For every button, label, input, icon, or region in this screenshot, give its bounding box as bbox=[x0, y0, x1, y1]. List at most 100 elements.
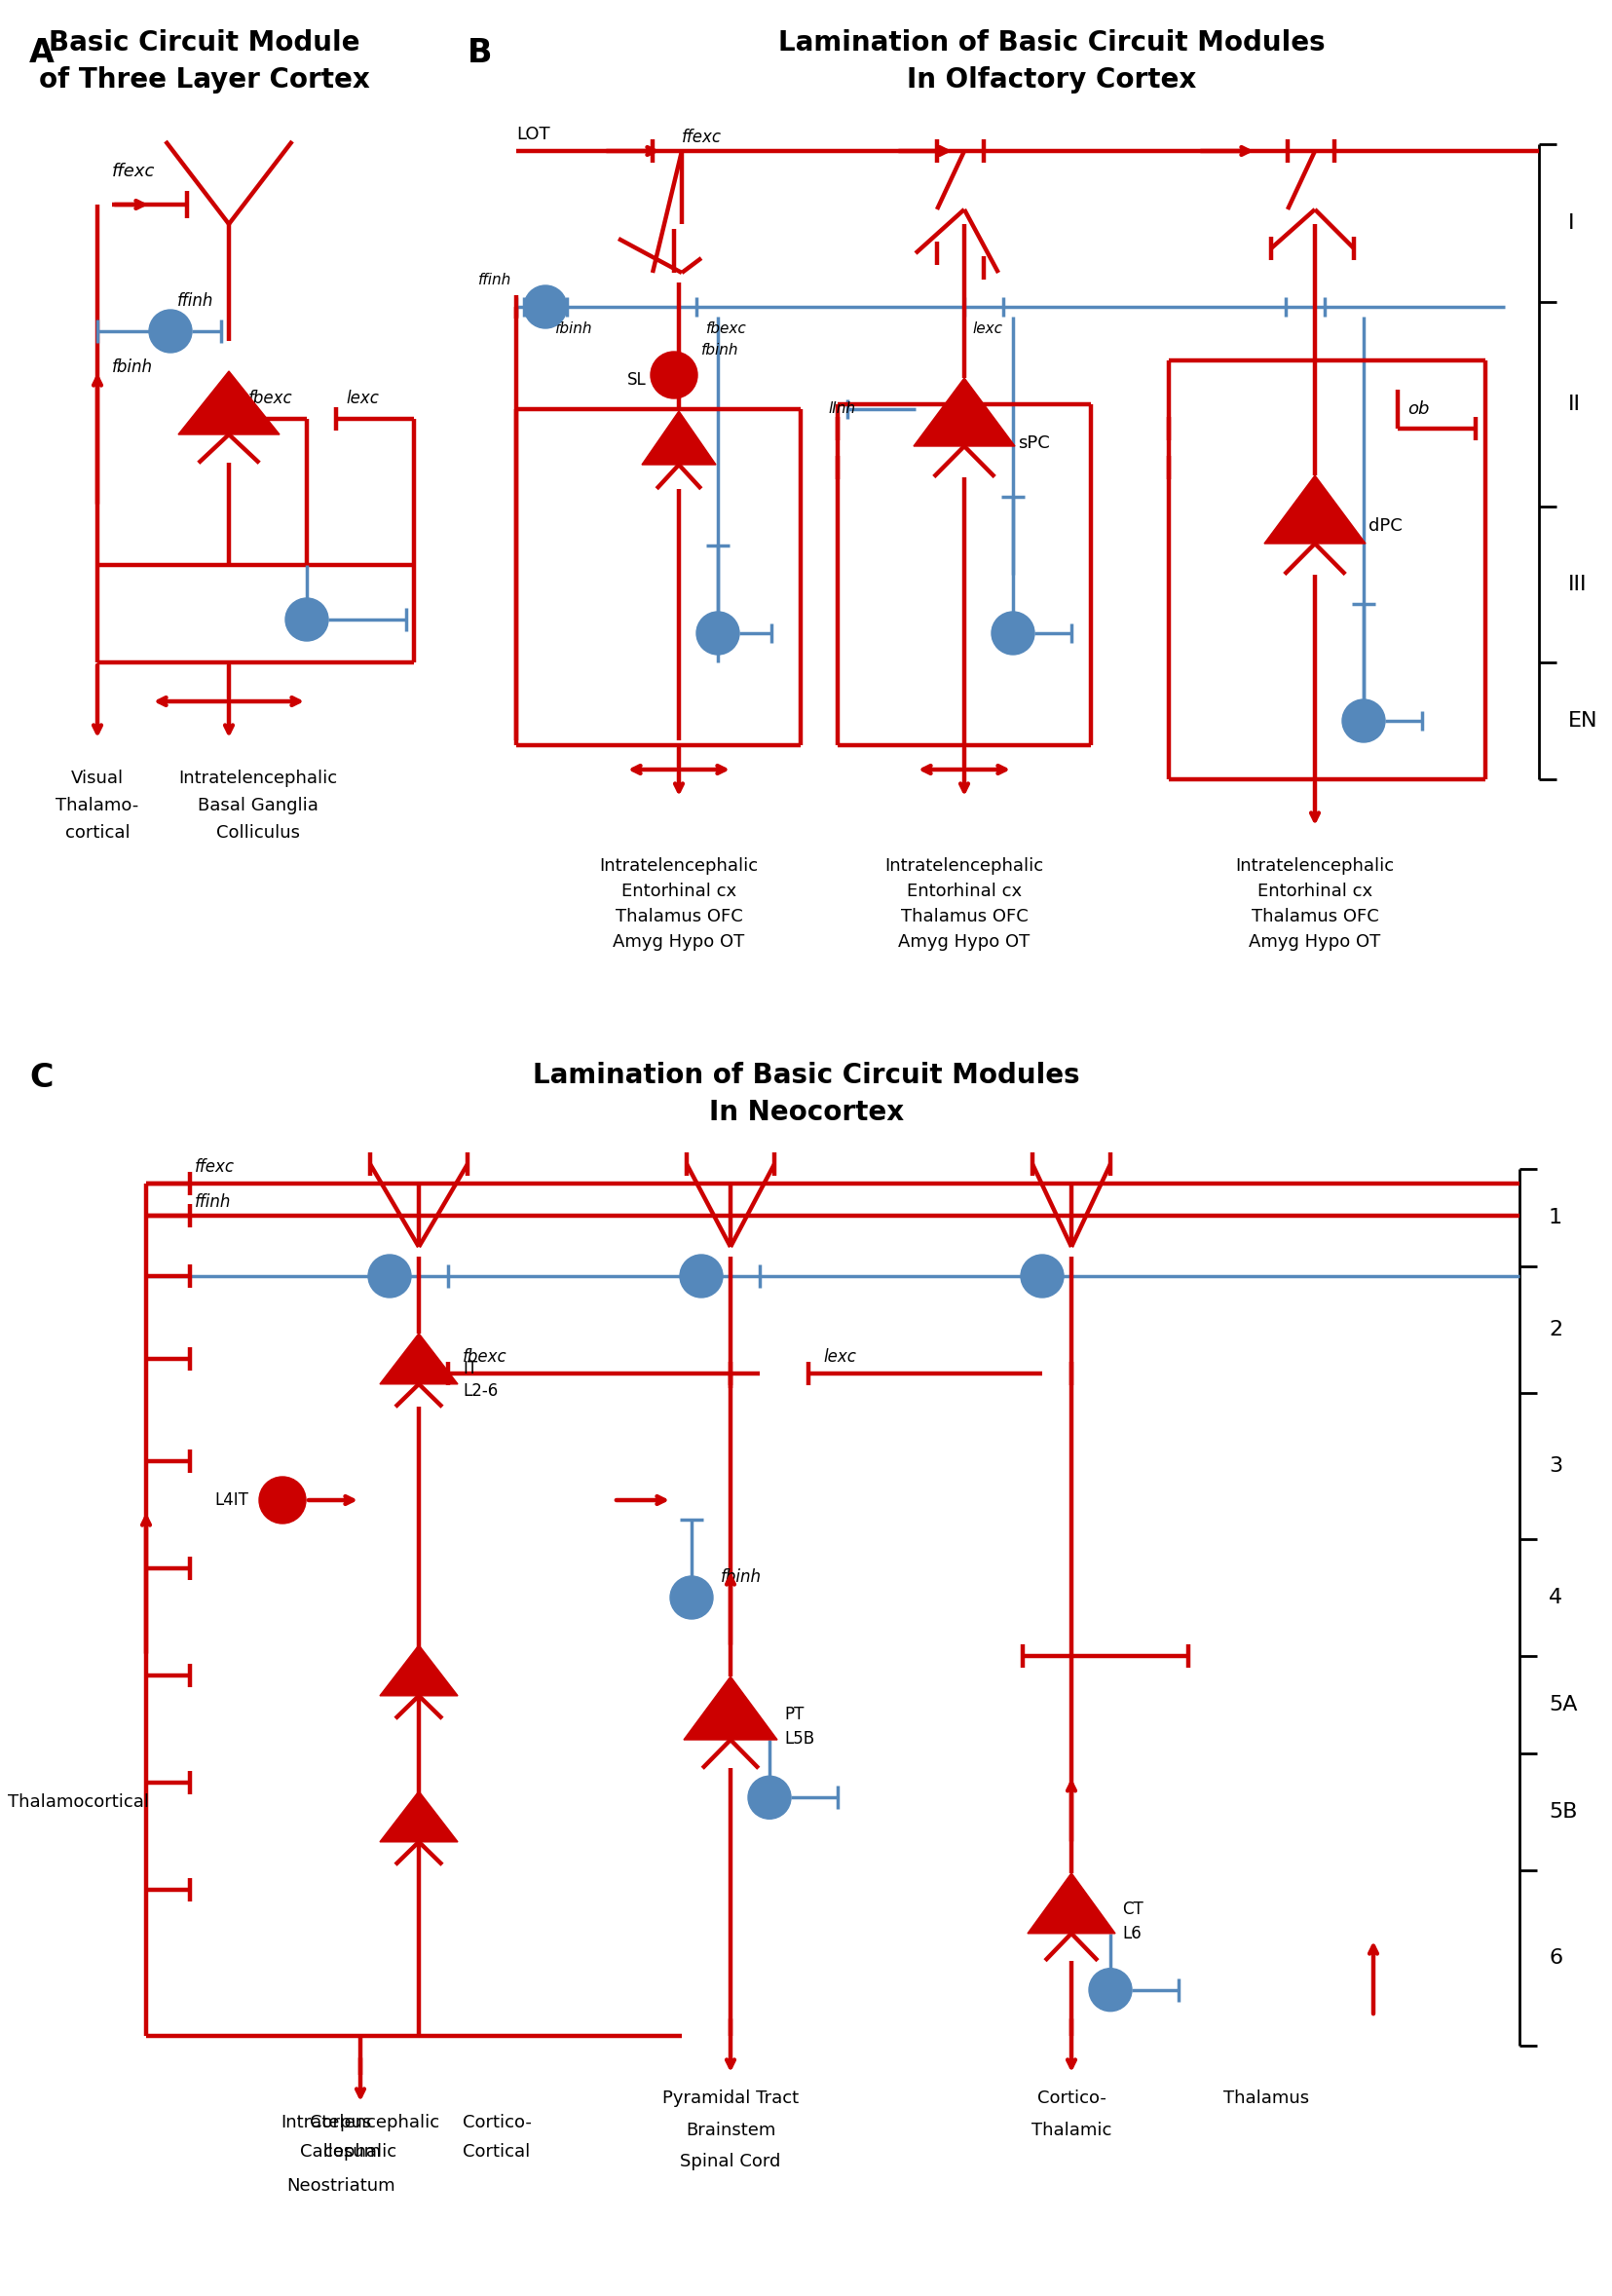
Circle shape bbox=[671, 1575, 713, 1619]
Polygon shape bbox=[380, 1334, 458, 1384]
Text: Intratelencephalic: Intratelencephalic bbox=[600, 856, 758, 875]
Circle shape bbox=[1090, 1968, 1132, 2011]
Text: 2: 2 bbox=[1549, 1320, 1562, 1339]
Text: Cortico-: Cortico- bbox=[1037, 2089, 1106, 2108]
Text: Callosum: Callosum bbox=[300, 2142, 382, 2161]
Text: 3: 3 bbox=[1549, 1456, 1562, 1476]
Text: Basal Ganglia: Basal Ganglia bbox=[198, 797, 319, 815]
Text: Intratelencephalic: Intratelencephalic bbox=[1235, 856, 1394, 875]
Polygon shape bbox=[1264, 475, 1365, 544]
Text: Thalamus OFC: Thalamus OFC bbox=[616, 907, 743, 925]
Text: EN: EN bbox=[1568, 712, 1597, 730]
Polygon shape bbox=[914, 379, 1016, 445]
Text: L5B: L5B bbox=[783, 1731, 814, 1747]
Text: Pyramidal Tract: Pyramidal Tract bbox=[663, 2089, 800, 2108]
Circle shape bbox=[285, 599, 329, 641]
Text: C: C bbox=[29, 1061, 53, 1093]
Text: Thalamic: Thalamic bbox=[1032, 2122, 1112, 2140]
Polygon shape bbox=[380, 1791, 458, 1841]
Text: cephalic: cephalic bbox=[324, 2142, 397, 2161]
Circle shape bbox=[696, 611, 740, 654]
Text: III: III bbox=[1568, 574, 1588, 595]
Circle shape bbox=[680, 1254, 722, 1297]
Text: fbinh: fbinh bbox=[111, 358, 153, 377]
Text: Intratelencephalic: Intratelencephalic bbox=[885, 856, 1043, 875]
Polygon shape bbox=[683, 1676, 777, 1740]
Text: Lamination of Basic Circuit Modules: Lamination of Basic Circuit Modules bbox=[534, 1061, 1080, 1088]
Text: Entorhinal cx: Entorhinal cx bbox=[906, 882, 1022, 900]
Text: ffinh: ffinh bbox=[177, 292, 214, 310]
Circle shape bbox=[1343, 700, 1385, 742]
Circle shape bbox=[748, 1777, 791, 1818]
Text: 1: 1 bbox=[1549, 1208, 1562, 1228]
Text: 5B: 5B bbox=[1549, 1802, 1578, 1821]
Text: Intratelencephalic: Intratelencephalic bbox=[280, 2115, 440, 2131]
Text: In Neocortex: In Neocortex bbox=[709, 1100, 904, 1125]
Text: B: B bbox=[467, 37, 492, 69]
Circle shape bbox=[260, 1476, 306, 1525]
Text: Neostriatum: Neostriatum bbox=[287, 2177, 395, 2195]
Circle shape bbox=[148, 310, 192, 354]
Text: Spinal Cord: Spinal Cord bbox=[680, 2154, 780, 2170]
Text: lexc: lexc bbox=[824, 1348, 856, 1366]
Text: fbexc: fbexc bbox=[248, 390, 293, 406]
Text: fbexc: fbexc bbox=[463, 1348, 508, 1366]
Text: Amyg Hypo OT: Amyg Hypo OT bbox=[1249, 932, 1381, 951]
Text: II: II bbox=[1568, 395, 1581, 413]
Circle shape bbox=[1020, 1254, 1064, 1297]
Text: of Three Layer Cortex: of Three Layer Cortex bbox=[39, 67, 371, 94]
Text: In Olfactory Cortex: In Olfactory Cortex bbox=[908, 67, 1196, 94]
Text: Thalamus OFC: Thalamus OFC bbox=[1251, 907, 1378, 925]
Text: sPC: sPC bbox=[1017, 434, 1049, 452]
Text: 5A: 5A bbox=[1549, 1694, 1578, 1715]
Text: Thalamus: Thalamus bbox=[1224, 2089, 1309, 2108]
Text: Colliculus: Colliculus bbox=[216, 824, 300, 843]
Text: dPC: dPC bbox=[1369, 517, 1402, 535]
Text: I: I bbox=[1568, 214, 1575, 232]
Text: fbinh: fbinh bbox=[555, 321, 593, 335]
Text: Entorhinal cx: Entorhinal cx bbox=[1257, 882, 1372, 900]
Polygon shape bbox=[380, 1646, 458, 1697]
Circle shape bbox=[991, 611, 1035, 654]
Polygon shape bbox=[1027, 1874, 1116, 1933]
Text: ffexc: ffexc bbox=[682, 129, 722, 147]
Text: 6: 6 bbox=[1549, 1949, 1562, 1968]
Text: fbinh: fbinh bbox=[701, 342, 738, 358]
Text: fbexc: fbexc bbox=[706, 321, 746, 335]
Text: Lamination of Basic Circuit Modules: Lamination of Basic Circuit Modules bbox=[779, 30, 1325, 57]
Text: ob: ob bbox=[1407, 400, 1430, 418]
Text: Amyg Hypo OT: Amyg Hypo OT bbox=[613, 932, 745, 951]
Text: Amyg Hypo OT: Amyg Hypo OT bbox=[898, 932, 1030, 951]
Text: PT: PT bbox=[783, 1706, 804, 1724]
Text: L4IT: L4IT bbox=[214, 1492, 248, 1508]
Text: Basic Circuit Module: Basic Circuit Module bbox=[48, 30, 359, 57]
Circle shape bbox=[524, 285, 567, 328]
Text: L2-6: L2-6 bbox=[463, 1382, 498, 1401]
Text: L6: L6 bbox=[1122, 1924, 1141, 1942]
Text: Entorhinal cx: Entorhinal cx bbox=[621, 882, 737, 900]
Text: fbinh: fbinh bbox=[721, 1568, 762, 1587]
Circle shape bbox=[368, 1254, 411, 1297]
Text: A: A bbox=[29, 37, 55, 69]
Text: ffexc: ffexc bbox=[111, 163, 155, 179]
Text: IT: IT bbox=[463, 1359, 477, 1378]
Text: 4: 4 bbox=[1549, 1589, 1562, 1607]
Text: Corpus: Corpus bbox=[310, 2115, 372, 2131]
Text: ffinh: ffinh bbox=[195, 1194, 231, 1210]
Text: LOT: LOT bbox=[516, 126, 550, 142]
Text: CT: CT bbox=[1122, 1901, 1143, 1917]
Text: Thalamus OFC: Thalamus OFC bbox=[901, 907, 1028, 925]
Text: lexc: lexc bbox=[347, 390, 379, 406]
Text: SL: SL bbox=[627, 372, 646, 388]
Text: Cortico-: Cortico- bbox=[463, 2115, 532, 2131]
Text: Visual: Visual bbox=[71, 769, 124, 788]
Text: lexc: lexc bbox=[972, 321, 1003, 335]
Circle shape bbox=[651, 351, 698, 400]
Text: lInh: lInh bbox=[829, 402, 856, 416]
Text: Brainstem: Brainstem bbox=[685, 2122, 775, 2140]
Text: ffinh: ffinh bbox=[479, 273, 511, 287]
Text: Thalamo-: Thalamo- bbox=[56, 797, 139, 815]
Text: Cortical: Cortical bbox=[463, 2142, 530, 2161]
Text: Thalamocortical: Thalamocortical bbox=[8, 1793, 148, 1812]
Text: cortical: cortical bbox=[64, 824, 131, 843]
